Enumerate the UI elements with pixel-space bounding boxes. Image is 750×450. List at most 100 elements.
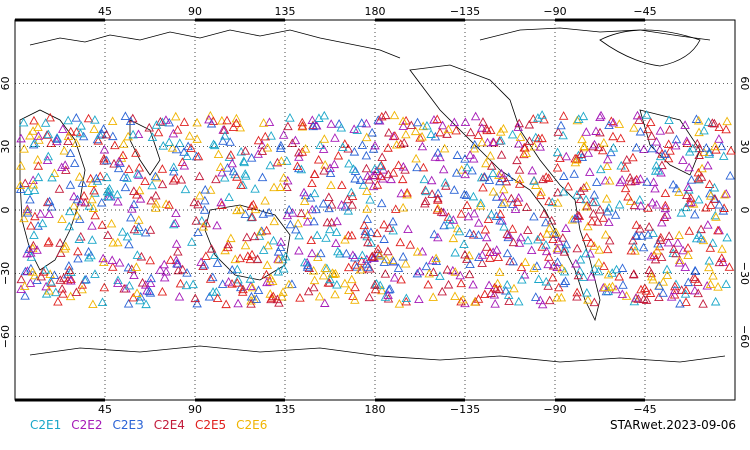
observation-triangle bbox=[44, 196, 55, 206]
lat-label: 0 bbox=[0, 207, 12, 214]
observation-triangle bbox=[60, 241, 71, 251]
observation-triangle bbox=[626, 245, 637, 255]
observation-triangle bbox=[573, 114, 584, 123]
observation-triangle bbox=[343, 143, 353, 153]
observation-triangle bbox=[647, 197, 658, 207]
observation-triangle bbox=[319, 134, 330, 143]
observation-triangle bbox=[589, 139, 600, 149]
observation-triangle bbox=[714, 257, 725, 267]
observation-triangle bbox=[192, 134, 202, 143]
observation-triangle bbox=[194, 171, 205, 181]
observation-triangle bbox=[468, 153, 479, 163]
observation-triangle bbox=[327, 268, 338, 277]
observation-triangle bbox=[602, 161, 612, 171]
observation-triangle bbox=[19, 144, 29, 153]
observation-triangle bbox=[124, 164, 134, 173]
observation-triangle bbox=[713, 225, 723, 235]
observation-triangle bbox=[553, 198, 563, 207]
observation-triangle bbox=[293, 218, 303, 228]
observation-triangle bbox=[375, 171, 386, 181]
observation-triangle bbox=[97, 220, 108, 229]
observation-triangle bbox=[292, 161, 303, 170]
observation-triangle bbox=[280, 251, 291, 261]
observation-triangle bbox=[552, 243, 562, 252]
observation-triangle bbox=[693, 115, 704, 125]
observation-triangle bbox=[541, 217, 551, 227]
observation-triangle bbox=[340, 234, 350, 244]
observation-triangle bbox=[513, 296, 524, 306]
observation-triangle bbox=[253, 285, 264, 294]
observation-triangle bbox=[41, 289, 52, 298]
observation-triangle bbox=[631, 142, 642, 152]
observation-triangle bbox=[443, 124, 454, 134]
observation-triangle bbox=[325, 224, 335, 234]
observation-triangle bbox=[635, 223, 645, 233]
observation-triangle bbox=[77, 178, 88, 187]
observation-triangle bbox=[693, 173, 704, 183]
observation-triangle bbox=[355, 175, 366, 184]
observation-triangle bbox=[647, 143, 657, 153]
observation-triangle bbox=[223, 277, 234, 286]
observation-triangle bbox=[591, 177, 602, 186]
axis-labels: 45 90 135 180 −135 −90 −45 45 90 135 180 −135 −90 −45… bbox=[0, 5, 750, 416]
observation-triangle bbox=[394, 299, 405, 308]
observation-triangle bbox=[65, 291, 76, 301]
observation-triangle bbox=[29, 230, 39, 239]
observation-triangle bbox=[193, 151, 204, 161]
observation-triangle bbox=[379, 234, 389, 243]
observation-triangle bbox=[26, 220, 36, 230]
observation-triangle bbox=[462, 162, 472, 172]
observation-triangle bbox=[42, 197, 53, 207]
observation-triangle bbox=[161, 115, 171, 124]
observation-triangle bbox=[674, 230, 684, 239]
observation-triangle bbox=[570, 157, 581, 167]
observation-triangle bbox=[175, 278, 186, 288]
observation-triangle bbox=[303, 260, 313, 270]
observation-triangle bbox=[433, 147, 443, 157]
observation-triangle bbox=[233, 274, 243, 284]
observation-triangle bbox=[329, 269, 339, 278]
observation-triangle bbox=[133, 129, 144, 139]
observation-triangle bbox=[509, 283, 519, 293]
observation-triangle bbox=[28, 179, 39, 189]
observation-triangle bbox=[497, 199, 507, 208]
observation-triangle bbox=[520, 257, 531, 266]
bottom-lon-label: −135 bbox=[450, 403, 480, 416]
observation-triangle bbox=[594, 257, 604, 267]
observation-triangle bbox=[344, 285, 354, 295]
observation-triangle bbox=[617, 175, 627, 184]
observation-triangle bbox=[389, 110, 400, 120]
observation-triangle bbox=[361, 259, 372, 268]
observation-triangle bbox=[350, 173, 360, 183]
observation-triangle bbox=[216, 197, 226, 207]
observation-triangle bbox=[307, 248, 317, 258]
observation-triangle bbox=[452, 150, 463, 159]
observation-triangle bbox=[484, 175, 495, 184]
observation-triangle bbox=[123, 298, 134, 308]
observation-triangle bbox=[253, 135, 264, 145]
observation-triangle bbox=[544, 252, 554, 261]
observation-triangle bbox=[16, 161, 26, 170]
observation-triangle bbox=[435, 127, 445, 137]
observation-triangle bbox=[164, 200, 174, 209]
observation-triangle bbox=[378, 173, 388, 183]
observation-triangle bbox=[177, 264, 188, 274]
observation-triangle bbox=[19, 213, 29, 223]
observation-triangle bbox=[180, 184, 191, 194]
observation-triangle bbox=[294, 245, 304, 255]
observation-triangle bbox=[433, 188, 443, 198]
observation-triangle bbox=[610, 210, 621, 219]
observation-triangle bbox=[709, 118, 720, 128]
observation-triangle bbox=[614, 199, 625, 209]
observation-triangle bbox=[227, 264, 237, 274]
observation-triangle bbox=[168, 162, 179, 171]
observation-triangle bbox=[237, 287, 248, 296]
observation-triangle bbox=[484, 280, 494, 290]
observation-triangle bbox=[159, 259, 170, 269]
observation-triangle bbox=[266, 131, 276, 140]
observation-triangle bbox=[420, 196, 431, 205]
observation-triangle bbox=[442, 129, 452, 138]
observation-triangle bbox=[63, 136, 73, 146]
observation-triangle bbox=[589, 297, 600, 307]
observation-triangle bbox=[364, 292, 375, 302]
